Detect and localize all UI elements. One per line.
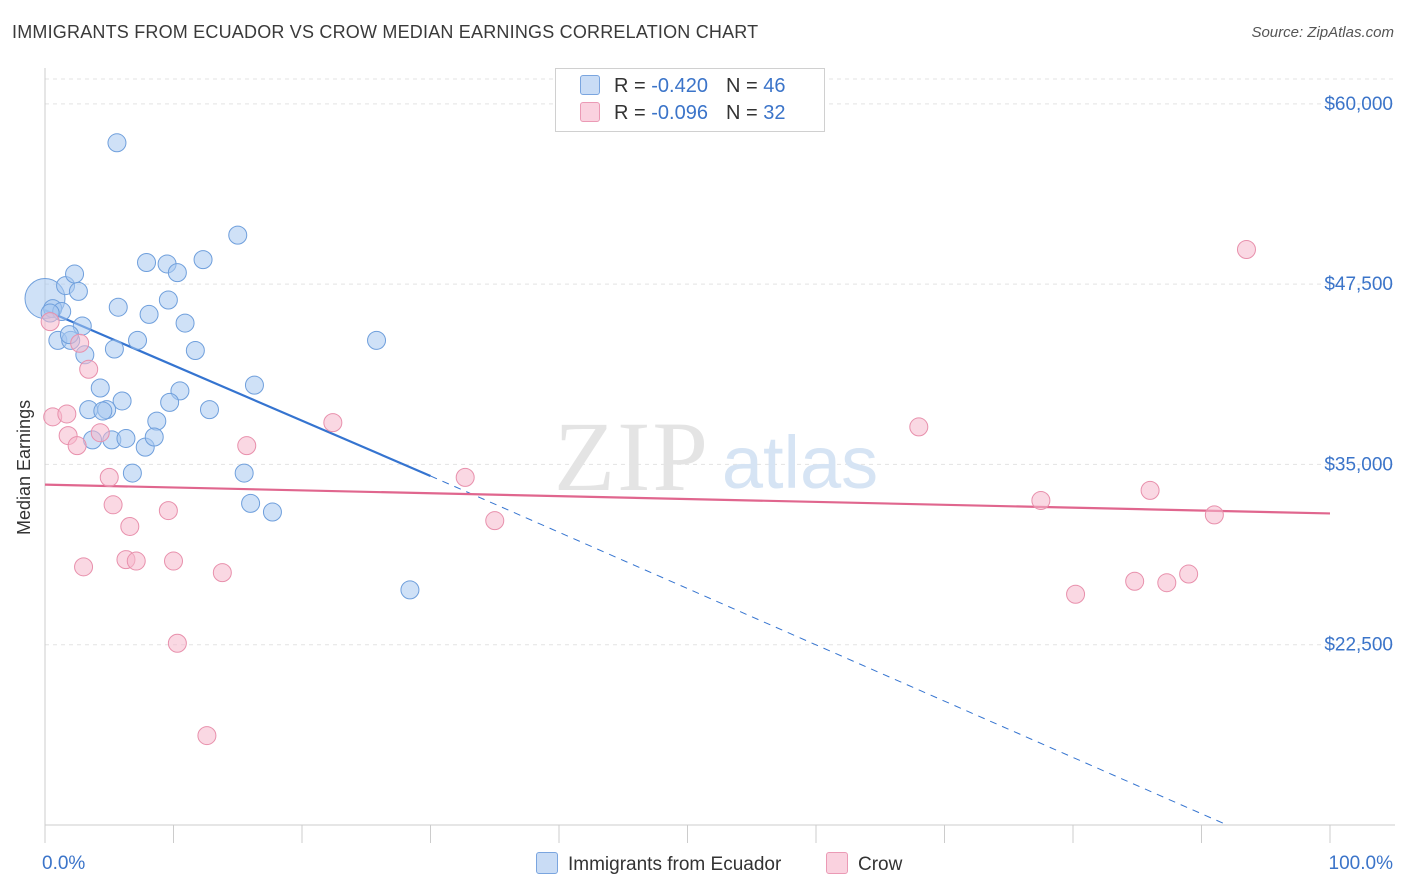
trend-lines bbox=[44, 309, 1331, 826]
point-crow bbox=[1066, 584, 1086, 604]
r-value-crow: -0.096 bbox=[651, 102, 708, 124]
legend-swatch-ecuador bbox=[580, 75, 600, 95]
axes bbox=[44, 68, 1395, 843]
point-ecuador bbox=[193, 250, 213, 270]
point-crow bbox=[74, 557, 94, 577]
legend-label-ecuador: Immigrants from Ecuador bbox=[568, 854, 782, 875]
point-ecuador bbox=[262, 502, 282, 522]
point-crow bbox=[67, 436, 87, 456]
point-crow bbox=[485, 511, 505, 531]
n-label: N = bbox=[725, 102, 758, 124]
n-value-ecuador: 46 bbox=[763, 75, 786, 97]
point-ecuador bbox=[199, 400, 219, 420]
point-ecuador bbox=[93, 401, 113, 421]
point-ecuador bbox=[104, 339, 124, 359]
point-ecuador bbox=[185, 340, 205, 360]
point-ecuador bbox=[158, 290, 178, 310]
stats-row-ecuador: R = -0.420 N = 46 bbox=[580, 75, 785, 99]
n-label: N = bbox=[725, 75, 758, 97]
legend-swatch-crow bbox=[826, 852, 848, 874]
point-crow bbox=[120, 516, 140, 536]
point-crow bbox=[212, 563, 232, 583]
point-crow bbox=[1140, 480, 1160, 500]
trend-line-crow bbox=[44, 483, 1331, 515]
point-ecuador bbox=[167, 263, 187, 283]
point-ecuador bbox=[241, 493, 261, 513]
stats-row-crow: R = -0.096 N = 32 bbox=[580, 102, 785, 126]
legend-swatch-crow bbox=[580, 102, 600, 122]
y-tick-label: $47,500 bbox=[1324, 274, 1393, 295]
point-crow bbox=[57, 404, 77, 424]
legend-swatch-ecuador bbox=[536, 852, 558, 874]
stats-legend: R = -0.420 N = 46 R = -0.096 N = 32 bbox=[555, 68, 825, 132]
point-ecuador bbox=[68, 281, 88, 301]
r-value-ecuador: -0.420 bbox=[651, 75, 708, 97]
point-ecuador bbox=[108, 297, 128, 317]
y-tick-label: $60,000 bbox=[1324, 94, 1393, 115]
data-points bbox=[24, 133, 1256, 746]
tick-labels: $22,500 $35,000 $47,500 $60,000 0.0% 100.0% bbox=[42, 94, 1393, 874]
legend-item-ecuador[interactable]: Immigrants from Ecuador bbox=[536, 852, 781, 876]
point-crow bbox=[1236, 240, 1256, 260]
point-crow bbox=[1157, 573, 1177, 593]
watermark-zip: ZIP bbox=[554, 401, 710, 512]
chart-title: IMMIGRANTS FROM ECUADOR VS CROW MEDIAN E… bbox=[12, 22, 759, 42]
point-crow bbox=[1204, 505, 1224, 525]
point-ecuador bbox=[234, 463, 254, 483]
point-crow bbox=[909, 417, 929, 437]
point-crow bbox=[167, 633, 187, 653]
point-ecuador bbox=[116, 428, 136, 448]
point-crow bbox=[158, 501, 178, 521]
point-ecuador bbox=[90, 378, 110, 398]
point-ecuador bbox=[137, 253, 157, 272]
point-ecuador bbox=[367, 330, 387, 350]
r-label: R = bbox=[614, 102, 646, 124]
n-value-crow: 32 bbox=[763, 102, 786, 124]
point-crow bbox=[1125, 571, 1145, 591]
point-ecuador bbox=[128, 330, 148, 350]
point-crow bbox=[455, 467, 475, 487]
y-axis-label: Median Earnings bbox=[14, 399, 34, 535]
point-crow bbox=[90, 423, 110, 443]
trend-line-ecuador-extrapolated bbox=[430, 475, 1228, 826]
point-crow bbox=[126, 551, 146, 571]
trend-line-ecuador bbox=[44, 309, 431, 477]
bottom-legend: Immigrants from Ecuador Crow bbox=[0, 852, 1406, 878]
point-ecuador bbox=[112, 391, 132, 411]
point-crow bbox=[1031, 490, 1051, 510]
source-label: Source: ZipAtlas.com bbox=[1251, 24, 1394, 41]
point-ecuador bbox=[228, 225, 248, 245]
point-crow bbox=[103, 495, 123, 515]
point-crow bbox=[79, 359, 99, 379]
point-ecuador bbox=[147, 411, 167, 431]
point-ecuador bbox=[144, 427, 164, 447]
point-crow bbox=[40, 312, 60, 332]
point-ecuador bbox=[175, 313, 195, 333]
r-label: R = bbox=[614, 75, 646, 97]
watermark-atlas: atlas bbox=[722, 421, 878, 504]
x-tick-label-min: 0.0% bbox=[42, 853, 85, 874]
legend-label-crow: Crow bbox=[858, 854, 903, 875]
point-ecuador bbox=[400, 580, 420, 600]
legend-item-crow[interactable]: Crow bbox=[826, 852, 902, 876]
x-tick-label-max: 100.0% bbox=[1329, 853, 1394, 874]
point-ecuador bbox=[244, 375, 264, 395]
point-crow bbox=[197, 726, 217, 746]
y-tick-label: $35,000 bbox=[1324, 454, 1393, 475]
point-crow bbox=[323, 413, 343, 433]
point-crow bbox=[164, 551, 183, 571]
point-ecuador bbox=[65, 264, 85, 284]
point-ecuador bbox=[139, 304, 159, 324]
point-crow bbox=[1179, 564, 1199, 584]
y-tick-label: $22,500 bbox=[1324, 635, 1393, 656]
point-ecuador bbox=[107, 133, 127, 153]
point-crow bbox=[70, 333, 90, 353]
point-crow bbox=[99, 467, 119, 487]
point-crow bbox=[237, 436, 257, 456]
point-ecuador bbox=[160, 392, 180, 412]
watermark: ZIP atlas bbox=[554, 401, 878, 512]
gridlines bbox=[45, 78, 1395, 646]
point-ecuador bbox=[122, 463, 142, 483]
